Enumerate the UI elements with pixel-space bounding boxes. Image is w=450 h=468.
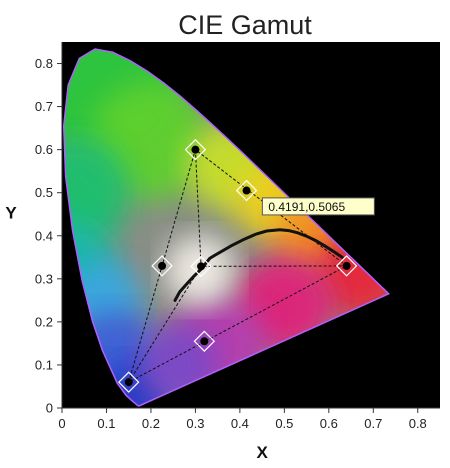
spectral-locus-outline — [62, 48, 390, 407]
primary-green-point — [191, 145, 200, 154]
midpoint — [242, 186, 251, 195]
primary-blue-point — [124, 378, 133, 387]
readout-text: 0.4191,0.5065 — [268, 200, 345, 214]
planckian-locus — [173, 228, 344, 302]
gamut-points — [117, 138, 358, 393]
y-tick-label: 0.8 — [35, 56, 53, 71]
primary-red-point — [342, 261, 351, 270]
y-tick-label: 0.2 — [35, 314, 53, 329]
midpoint — [200, 337, 209, 346]
x-tick-label: 0.1 — [97, 416, 115, 431]
y-tick-label: 0.5 — [35, 185, 53, 200]
y-tick-label: 0.3 — [35, 271, 53, 286]
midpoint-frame — [235, 179, 258, 202]
x-tick-label: 0.7 — [364, 416, 382, 431]
y-tick-label: 0.6 — [35, 142, 53, 157]
white-point-frame — [190, 255, 212, 278]
x-tick-label: 0.8 — [409, 416, 427, 431]
primary-blue-point-frame — [117, 371, 140, 393]
y-axis-label: Y — [5, 204, 17, 223]
midpoint-frame — [151, 255, 173, 277]
axes: 0 0.1 0.2 0.3 0.4 0.5 0.6 0.7 0.8 0 0.1 0.2 0.3 0.4 0.… — [35, 42, 440, 431]
y-tick-label: 0.1 — [35, 357, 53, 372]
primary-green-point-frame — [184, 138, 207, 161]
primary-red-point-frame — [335, 255, 358, 277]
white-point-line — [128, 266, 202, 383]
midpoint — [158, 261, 167, 270]
y-tick-label: 0 — [46, 401, 53, 416]
x-tick-label: 0.2 — [142, 416, 160, 431]
x-tick-label: 0.3 — [186, 416, 204, 431]
x-tick-label: 0.4 — [231, 416, 249, 431]
chart-title: CIE Gamut — [178, 10, 312, 40]
white-point-line — [194, 149, 202, 267]
color-region — [63, 137, 131, 248]
y-tick-label: 0.7 — [35, 99, 53, 114]
readout-box — [261, 197, 375, 216]
y-tick-label: 0.4 — [35, 228, 53, 243]
x-axis-label: X — [256, 443, 268, 462]
x-tick-label: 0 — [58, 416, 65, 431]
coordinate-readout: 0.4191,0.5065 — [261, 197, 375, 216]
x-tick-label: 0.5 — [275, 416, 293, 431]
x-tick-label: 0.6 — [320, 416, 338, 431]
midpoint-frame — [193, 330, 216, 353]
white-point — [197, 262, 206, 271]
